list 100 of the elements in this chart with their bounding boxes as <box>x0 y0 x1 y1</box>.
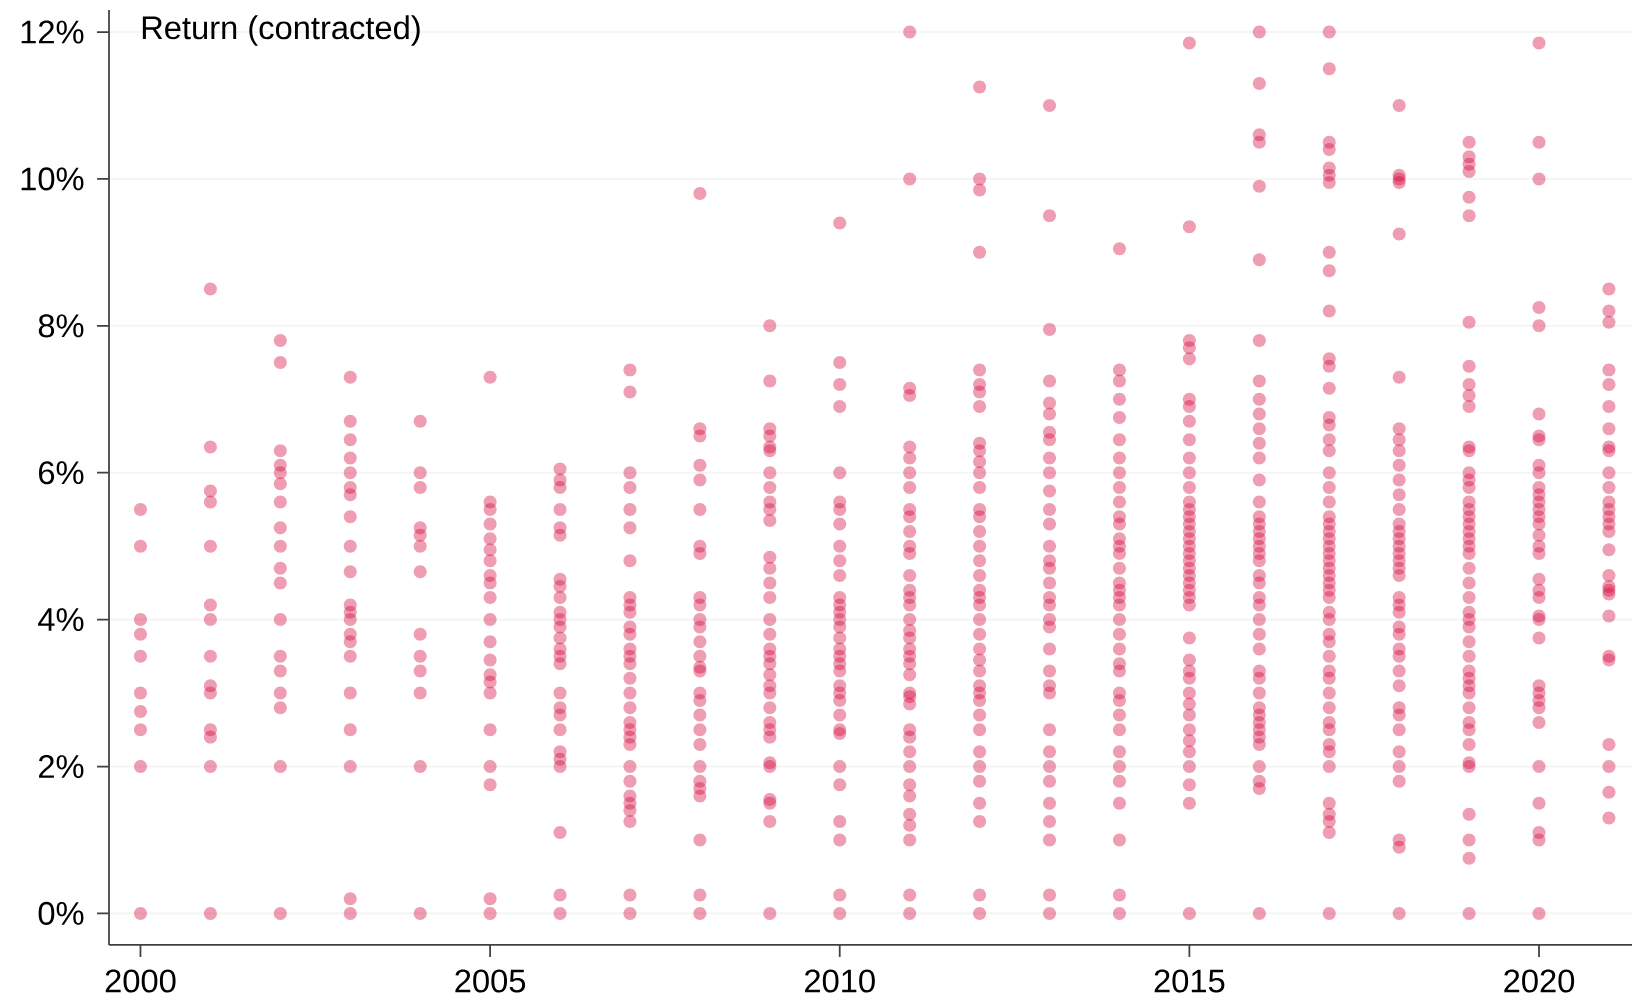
point <box>973 796 987 810</box>
point <box>1252 598 1266 612</box>
point <box>1462 359 1476 373</box>
point <box>623 521 637 535</box>
point <box>903 760 917 773</box>
point <box>1392 627 1406 641</box>
point <box>1532 433 1546 447</box>
point <box>833 517 847 531</box>
point <box>1112 466 1126 480</box>
point <box>483 635 497 649</box>
point <box>833 539 847 553</box>
point <box>973 466 987 480</box>
point <box>1532 172 1546 186</box>
point <box>693 547 707 560</box>
point <box>273 613 287 627</box>
point <box>1322 760 1336 773</box>
point <box>133 760 147 773</box>
point <box>903 451 917 465</box>
point <box>1602 760 1616 773</box>
point <box>1112 561 1126 575</box>
point <box>1462 400 1476 414</box>
point <box>1462 686 1476 700</box>
point <box>1252 760 1266 773</box>
point <box>763 374 777 388</box>
point <box>1182 480 1196 494</box>
point <box>1602 378 1616 392</box>
point <box>1392 227 1406 241</box>
point <box>763 576 777 590</box>
point <box>1252 671 1266 685</box>
point <box>1532 591 1546 605</box>
point <box>973 245 987 259</box>
point <box>1462 635 1476 649</box>
point <box>1322 143 1336 157</box>
point <box>623 686 637 700</box>
point <box>413 528 427 542</box>
point <box>1462 480 1476 494</box>
point <box>1043 466 1057 480</box>
point <box>973 642 987 656</box>
point <box>1112 627 1126 641</box>
point <box>483 723 497 737</box>
point <box>973 888 987 902</box>
point <box>973 906 987 920</box>
point <box>1043 745 1057 759</box>
point <box>1322 649 1336 663</box>
point <box>833 664 847 678</box>
point <box>483 613 497 627</box>
point <box>1602 466 1616 480</box>
point <box>763 513 777 527</box>
point <box>413 627 427 641</box>
point <box>553 888 567 902</box>
point <box>1322 176 1336 190</box>
point <box>1602 400 1616 414</box>
point <box>203 906 217 920</box>
point <box>1252 627 1266 641</box>
point <box>273 649 287 663</box>
point <box>623 671 637 685</box>
point <box>413 664 427 678</box>
point <box>1392 502 1406 516</box>
point <box>1182 341 1196 355</box>
point <box>1043 774 1057 788</box>
point <box>623 480 637 494</box>
point <box>763 668 777 682</box>
point <box>1182 671 1196 685</box>
point <box>483 576 497 590</box>
point <box>903 657 917 671</box>
point <box>343 488 357 502</box>
point <box>1322 444 1336 458</box>
point <box>623 888 637 902</box>
point <box>1182 653 1196 667</box>
point <box>1112 547 1126 560</box>
point <box>693 187 707 201</box>
point <box>903 480 917 494</box>
point <box>343 723 357 737</box>
point <box>343 466 357 480</box>
point <box>1462 701 1476 715</box>
point <box>273 444 287 458</box>
point <box>973 363 987 377</box>
point <box>1322 304 1336 318</box>
point <box>1532 407 1546 421</box>
point <box>623 657 637 671</box>
point <box>413 414 427 428</box>
point <box>1322 686 1336 700</box>
point <box>133 502 147 516</box>
point <box>1462 851 1476 865</box>
point <box>1322 381 1336 395</box>
point <box>1392 708 1406 722</box>
point <box>623 554 637 568</box>
point <box>833 466 847 480</box>
point <box>973 80 987 94</box>
point <box>763 627 777 641</box>
point <box>483 686 497 700</box>
point <box>763 657 777 671</box>
point <box>1602 363 1616 377</box>
point <box>203 282 217 296</box>
point <box>693 620 707 634</box>
point <box>1043 561 1057 575</box>
point <box>1392 774 1406 788</box>
point <box>1043 396 1057 410</box>
point <box>1392 760 1406 773</box>
point <box>553 502 567 516</box>
